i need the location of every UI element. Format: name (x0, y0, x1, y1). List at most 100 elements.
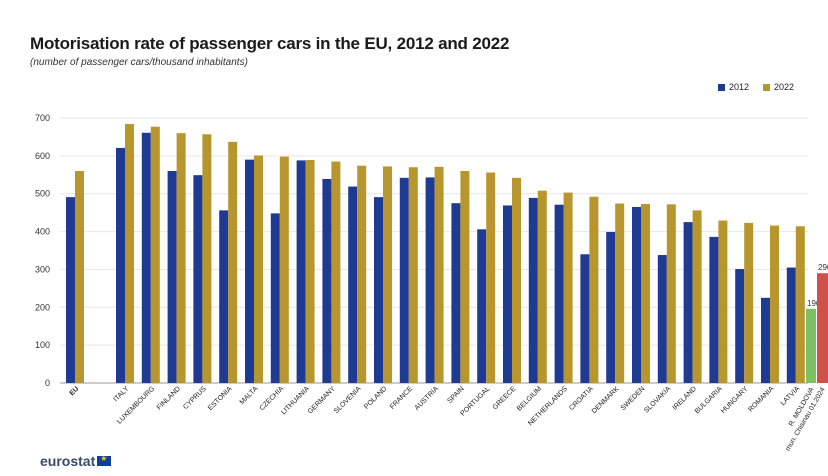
bar-2022-denmark (615, 203, 625, 383)
y-tick-label: 300 (35, 264, 50, 274)
x-tick-label: POLAND (363, 385, 388, 410)
legend-label-2012: 2012 (729, 82, 750, 92)
y-tick-label: 0 (45, 378, 50, 388)
brand-name: eurostat (40, 453, 96, 469)
bar-2022-belgium (537, 190, 547, 383)
eu-flag-icon (97, 454, 112, 466)
legend-swatch-2012 (718, 83, 725, 91)
bar-2022-bulgaria (718, 220, 728, 383)
bar-2022-netherlands (563, 192, 573, 383)
bar-2012-romania (761, 297, 770, 383)
bar-2012-lithuania (296, 160, 306, 383)
bar-2012-ireland (683, 222, 693, 383)
bar-2022-estonia (228, 141, 238, 383)
bar-2022-czechia (279, 156, 289, 383)
bar-2012-netherlands (554, 204, 564, 383)
chart-subtitle: (number of passenger cars/thousand inhab… (30, 57, 248, 68)
bar-2012-eu (66, 197, 75, 383)
bar-2012-estonia (219, 210, 229, 383)
x-tick-label: CYPRUS (182, 385, 208, 411)
bar-extra-chisinau (817, 273, 828, 383)
x-tick-label: SWEDEN (620, 385, 647, 412)
bar-2022-slovenia (357, 165, 367, 383)
y-tick-label: 600 (35, 151, 50, 161)
bar-2022-eu (75, 171, 84, 383)
bar-2012-portugal (477, 229, 487, 383)
x-tick-label: CROATIA (568, 385, 595, 412)
bar-2012-france (399, 177, 409, 383)
bar-2022-italy (125, 124, 134, 384)
x-tick-label: FINLAND (156, 385, 182, 411)
bar-2012-slovenia (348, 186, 358, 383)
bar-2012-austria (425, 177, 435, 383)
x-tick-label: EU (69, 385, 81, 397)
bar-2022-poland (383, 166, 392, 383)
bar-2012-malta (245, 159, 254, 383)
bar-2022-cyprus (202, 134, 212, 383)
bar-2012-greece (503, 205, 512, 383)
eurostat-logo: eurostat (40, 453, 112, 469)
bar-2022-greece (512, 177, 521, 383)
bar-2022-finland (176, 133, 186, 383)
y-tick-label: 500 (35, 189, 50, 199)
bar-2012-bulgaria (709, 236, 719, 383)
data-label: 290 (818, 263, 828, 272)
legend-item-2012: 2012 (718, 82, 749, 92)
x-tick-label: CZECHIA (259, 385, 286, 412)
legend-swatch-2022 (763, 83, 771, 91)
bar-2022-spain (460, 171, 470, 383)
bar-2012-czechia (270, 213, 280, 383)
bar-2012-denmark (606, 231, 616, 383)
bar-2022-luxembourg (150, 126, 160, 383)
bar-2022-portugal (486, 172, 496, 383)
bar-2022-ireland (692, 210, 702, 383)
x-tick-label: BELGIUM (516, 385, 543, 412)
bar-2012-croatia (580, 254, 590, 383)
x-tick-label: MALTA (239, 385, 260, 406)
legend-item-2022: 2022 (763, 82, 794, 92)
x-tick-label: HUNGARY (720, 385, 750, 415)
bar-2012-finland (167, 171, 177, 383)
data-label: 196 (807, 299, 821, 308)
bar-2012-spain (451, 203, 461, 383)
bar-2012-hungary (735, 269, 745, 383)
bar-extra-moldova (806, 308, 816, 383)
bar-2022-slovakia (666, 204, 676, 383)
y-tick-label: 200 (35, 302, 50, 312)
x-tick-label: FRANCE (389, 385, 415, 411)
x-tick-label: SLOVAKIA (643, 385, 672, 414)
y-tick-label: 400 (35, 227, 50, 237)
x-tick-label: ESTONIA (207, 385, 234, 412)
bar-2012-poland (374, 197, 383, 383)
x-tick-label: SPAIN (446, 385, 465, 404)
bar-2022-malta (254, 155, 263, 383)
bar-2012-sweden (632, 206, 641, 383)
legend-label-2022: 2022 (774, 82, 795, 92)
chart-title: Motorisation rate of passenger cars in t… (30, 34, 510, 53)
bar-2012-cyprus (193, 175, 203, 383)
bar-2022-croatia (589, 196, 599, 383)
x-tick-label: GREECE (492, 385, 518, 411)
bar-2022-hungary (744, 222, 754, 383)
bar-2012-slovakia (657, 255, 667, 383)
bar-2022-austria (434, 166, 444, 383)
bar-2012-italy (116, 147, 125, 383)
bar-2022-france (408, 167, 418, 383)
x-tick-label: IRELAND (672, 385, 698, 411)
y-tick-label: 100 (35, 340, 50, 350)
x-tick-label: SLOVENIA (333, 385, 363, 415)
bar-2022-romania (770, 225, 779, 383)
bars: 196 290 (66, 124, 828, 384)
bar-2022-germany (331, 161, 341, 383)
bar-2012-belgium (528, 197, 538, 383)
y-tick-label: 700 (35, 113, 50, 123)
x-tick-label: LATVIA (780, 385, 802, 407)
chart-legend: 2012 2022 (718, 82, 794, 92)
bar-2012-luxembourg (141, 132, 151, 383)
x-tick-label: DENMARK (591, 385, 621, 415)
bar-2022-lithuania (305, 160, 315, 383)
bar-2022-sweden (641, 203, 650, 383)
x-tick-label: ROMANIA (747, 385, 775, 413)
